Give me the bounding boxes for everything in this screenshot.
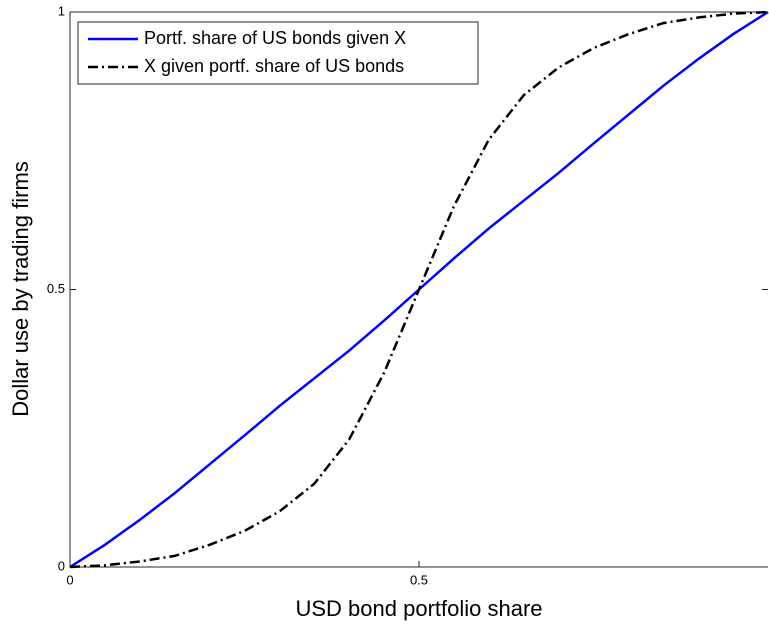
legend-label: Portf. share of US bonds given X xyxy=(144,28,406,48)
y-axis-label: Dollar use by trading firms xyxy=(8,161,33,417)
y-tick-label: 0.5 xyxy=(47,281,65,296)
x-tick-label: 0 xyxy=(66,572,73,587)
legend-box xyxy=(77,21,479,85)
x-tick-label: 0.5 xyxy=(410,572,428,587)
y-tick-label: 0 xyxy=(58,558,65,573)
y-tick-label: 1 xyxy=(58,3,65,18)
x-axis-label: USD bond portfolio share xyxy=(295,596,542,621)
legend-label: X given portf. share of US bonds xyxy=(144,56,404,76)
line-series xyxy=(69,10,769,569)
